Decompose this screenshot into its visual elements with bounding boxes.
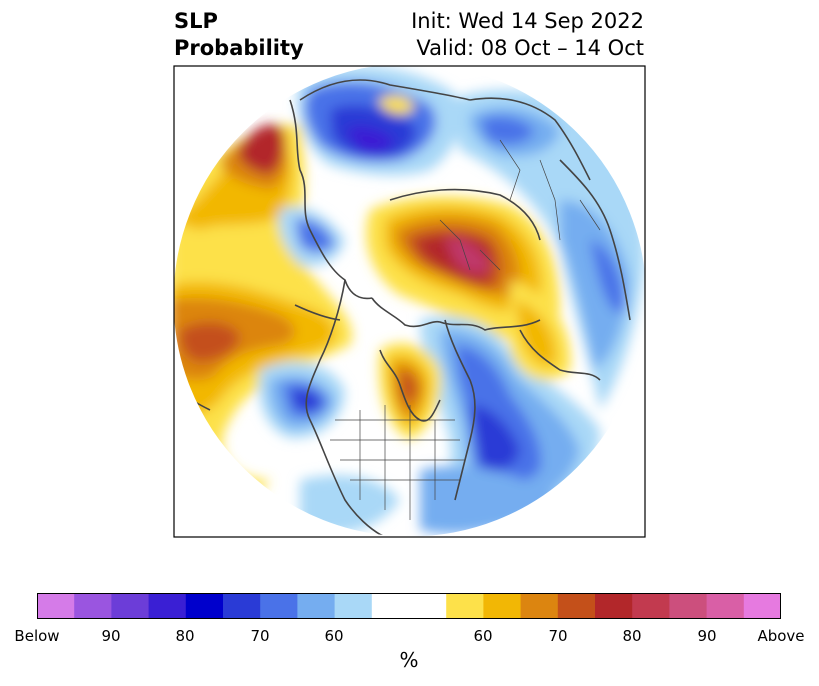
colorbar-unit: %: [399, 648, 419, 672]
tick-label: 60: [473, 627, 493, 645]
colorbar-segment: [483, 593, 522, 619]
colorbar-segment: [297, 593, 336, 619]
colorbar-segment: [669, 593, 708, 619]
tick-label: 70: [548, 627, 568, 645]
colorbar-segment: [148, 593, 187, 619]
colorbar-segment: [37, 593, 75, 619]
colorbar-segment: [334, 593, 373, 619]
coastlines: [179, 79, 631, 537]
colorbar-segment: [74, 593, 112, 619]
tick-label: 90: [101, 627, 121, 645]
title-variable: SLP: [174, 9, 218, 33]
colorbar-segment: [632, 593, 670, 619]
probability-map: [173, 65, 646, 538]
colorbar-segment: [260, 593, 298, 619]
init-date: Init: Wed 14 Sep 2022: [411, 9, 644, 33]
map-title: SLP Probability: [174, 8, 304, 62]
tick-label: 80: [175, 627, 195, 645]
map-dates: Init: Wed 14 Sep 2022 Valid: 08 Oct – 14…: [411, 8, 644, 62]
political-borders: [330, 139, 601, 520]
colorbar-segment: [371, 593, 447, 619]
colorbar-segment: [595, 593, 633, 619]
tick-label: Below: [14, 627, 60, 645]
colorbar-segment: [557, 593, 596, 619]
map-frame: [173, 65, 646, 538]
colorbar-segment: [111, 593, 150, 619]
colorbar-segment: [185, 593, 224, 619]
tick-label: 90: [697, 627, 717, 645]
colorbar-segment: [706, 593, 745, 619]
colorbar-segment: [743, 593, 781, 619]
title-type: Probability: [174, 36, 304, 60]
tick-label: 60: [324, 627, 344, 645]
tick-label: 70: [250, 627, 270, 645]
tick-label: 80: [622, 627, 642, 645]
colorbar: [37, 593, 781, 619]
colorbar-segment: [520, 593, 559, 619]
probability-field: [174, 66, 645, 537]
colorbar-segment: [446, 593, 484, 619]
tick-label: Above: [757, 627, 805, 645]
valid-range: Valid: 08 Oct – 14 Oct: [416, 36, 644, 60]
colorbar-border: [37, 593, 781, 619]
colorbar-segment: [223, 593, 261, 619]
